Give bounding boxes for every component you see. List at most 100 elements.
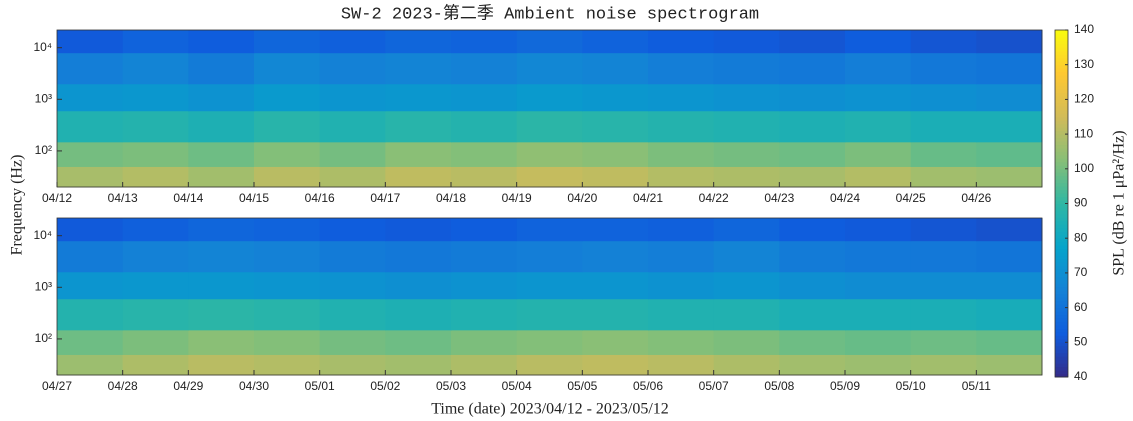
heatmap-cell bbox=[122, 240, 189, 273]
heatmap-cell bbox=[254, 141, 321, 167]
colorbar-swatch bbox=[1055, 283, 1068, 288]
y-tick-label: 10³ bbox=[35, 279, 52, 293]
heatmap-cell bbox=[713, 83, 780, 112]
x-tick-label: 04/28 bbox=[108, 379, 138, 393]
colorbar-swatch bbox=[1055, 75, 1068, 80]
heatmap-cell bbox=[779, 218, 846, 242]
heatmap-cell bbox=[122, 30, 189, 54]
heatmap-cell bbox=[713, 240, 780, 273]
axes-frame bbox=[56, 217, 1043, 376]
heatmap-cell bbox=[779, 166, 846, 188]
heatmap-cell bbox=[779, 354, 846, 376]
colorbar-swatch bbox=[1055, 238, 1068, 243]
heatmap-cell bbox=[319, 218, 386, 242]
heatmap-cell bbox=[910, 52, 977, 85]
colorbar-swatch bbox=[1055, 227, 1068, 232]
heatmap-cell bbox=[319, 298, 386, 331]
heatmap-cell bbox=[976, 329, 1043, 355]
heatmap-cell bbox=[254, 52, 321, 85]
heatmap-cell bbox=[254, 83, 321, 112]
heatmap-cell bbox=[516, 218, 583, 242]
heatmap-cell bbox=[188, 141, 255, 167]
heatmap-cell bbox=[779, 83, 846, 112]
colorbar-swatch bbox=[1055, 234, 1068, 239]
heatmap-cell bbox=[319, 110, 386, 143]
heatmap-cell bbox=[57, 166, 124, 188]
colorbar-swatch bbox=[1055, 161, 1068, 166]
colorbar-swatch bbox=[1055, 189, 1068, 194]
colorbar-swatch bbox=[1055, 318, 1068, 322]
heatmap-cell bbox=[57, 30, 124, 54]
heatmap-cell bbox=[845, 329, 912, 355]
heatmap-cell bbox=[976, 141, 1043, 167]
heatmap-cell bbox=[57, 354, 124, 376]
colorbar-swatch bbox=[1055, 95, 1068, 100]
heatmap-cell bbox=[910, 354, 977, 376]
heatmap-cell bbox=[122, 52, 189, 85]
x-tick-label: 04/15 bbox=[239, 191, 269, 205]
heatmap-cell bbox=[845, 30, 912, 54]
colorbar-swatch bbox=[1055, 331, 1068, 336]
colorbar-swatch bbox=[1055, 335, 1068, 340]
heatmap-cell bbox=[385, 329, 452, 355]
x-tick-label: 05/03 bbox=[436, 379, 466, 393]
x-tick-label: 04/29 bbox=[173, 379, 203, 393]
heatmap-cell bbox=[648, 141, 715, 167]
colorbar-swatch bbox=[1055, 356, 1068, 361]
x-tick-label: 04/30 bbox=[239, 379, 269, 393]
heatmap-cell bbox=[385, 52, 452, 85]
colorbar-swatch bbox=[1055, 116, 1068, 121]
heatmap-cell bbox=[188, 83, 255, 112]
colorbar-swatch bbox=[1055, 255, 1068, 260]
heatmap-cell bbox=[385, 240, 452, 273]
heatmap-cell bbox=[582, 52, 649, 85]
colorbar-tick-label: 50 bbox=[1074, 334, 1088, 348]
heatmap-cell bbox=[648, 110, 715, 143]
heatmap-cell bbox=[254, 329, 321, 355]
colorbar-swatch bbox=[1055, 314, 1068, 319]
colorbar-swatch bbox=[1055, 154, 1068, 159]
heatmap-cell bbox=[845, 110, 912, 143]
heatmap-cell bbox=[845, 240, 912, 273]
heatmap-cell bbox=[451, 218, 518, 242]
colorbar-swatch bbox=[1055, 168, 1068, 173]
heatmap-cell bbox=[845, 141, 912, 167]
heatmap-cell bbox=[451, 271, 518, 300]
x-tick-label: 05/07 bbox=[699, 379, 729, 393]
heatmap-cell bbox=[976, 52, 1043, 85]
heatmap-cell bbox=[648, 218, 715, 242]
colorbar-swatch bbox=[1055, 224, 1068, 229]
heatmap-cell bbox=[582, 240, 649, 273]
colorbar-swatch bbox=[1055, 137, 1068, 142]
heatmap-cell bbox=[451, 110, 518, 143]
heatmap-cell bbox=[976, 30, 1043, 54]
heatmap-cell bbox=[845, 354, 912, 376]
colorbar-swatch bbox=[1055, 141, 1068, 146]
heatmap-cell bbox=[648, 30, 715, 54]
heatmap-cell bbox=[451, 298, 518, 331]
colorbar-swatch bbox=[1055, 304, 1068, 309]
colorbar-swatch bbox=[1055, 36, 1068, 41]
heatmap-cell bbox=[254, 110, 321, 143]
colorbar-swatch bbox=[1055, 297, 1068, 302]
heatmap-cell bbox=[648, 329, 715, 355]
colorbar-swatch bbox=[1055, 290, 1068, 295]
colorbar-tick-label: 70 bbox=[1074, 265, 1088, 279]
heatmap-cell bbox=[516, 329, 583, 355]
colorbar-tick-label: 100 bbox=[1074, 161, 1094, 175]
heatmap-cell bbox=[713, 218, 780, 242]
heatmap-cell bbox=[976, 271, 1043, 300]
heatmap-cell bbox=[188, 329, 255, 355]
heatmap-cell bbox=[910, 141, 977, 167]
colorbar-swatch bbox=[1055, 85, 1068, 90]
colorbar-swatch bbox=[1055, 102, 1068, 107]
heatmap-cell bbox=[976, 218, 1043, 242]
heatmap-cell bbox=[188, 354, 255, 376]
heatmap-cell bbox=[319, 30, 386, 54]
colorbar-swatch bbox=[1055, 370, 1068, 375]
x-tick-label: 05/05 bbox=[567, 379, 597, 393]
colorbar-swatch bbox=[1055, 82, 1068, 87]
x-tick-label: 04/24 bbox=[830, 191, 860, 205]
heatmap-cell bbox=[582, 218, 649, 242]
